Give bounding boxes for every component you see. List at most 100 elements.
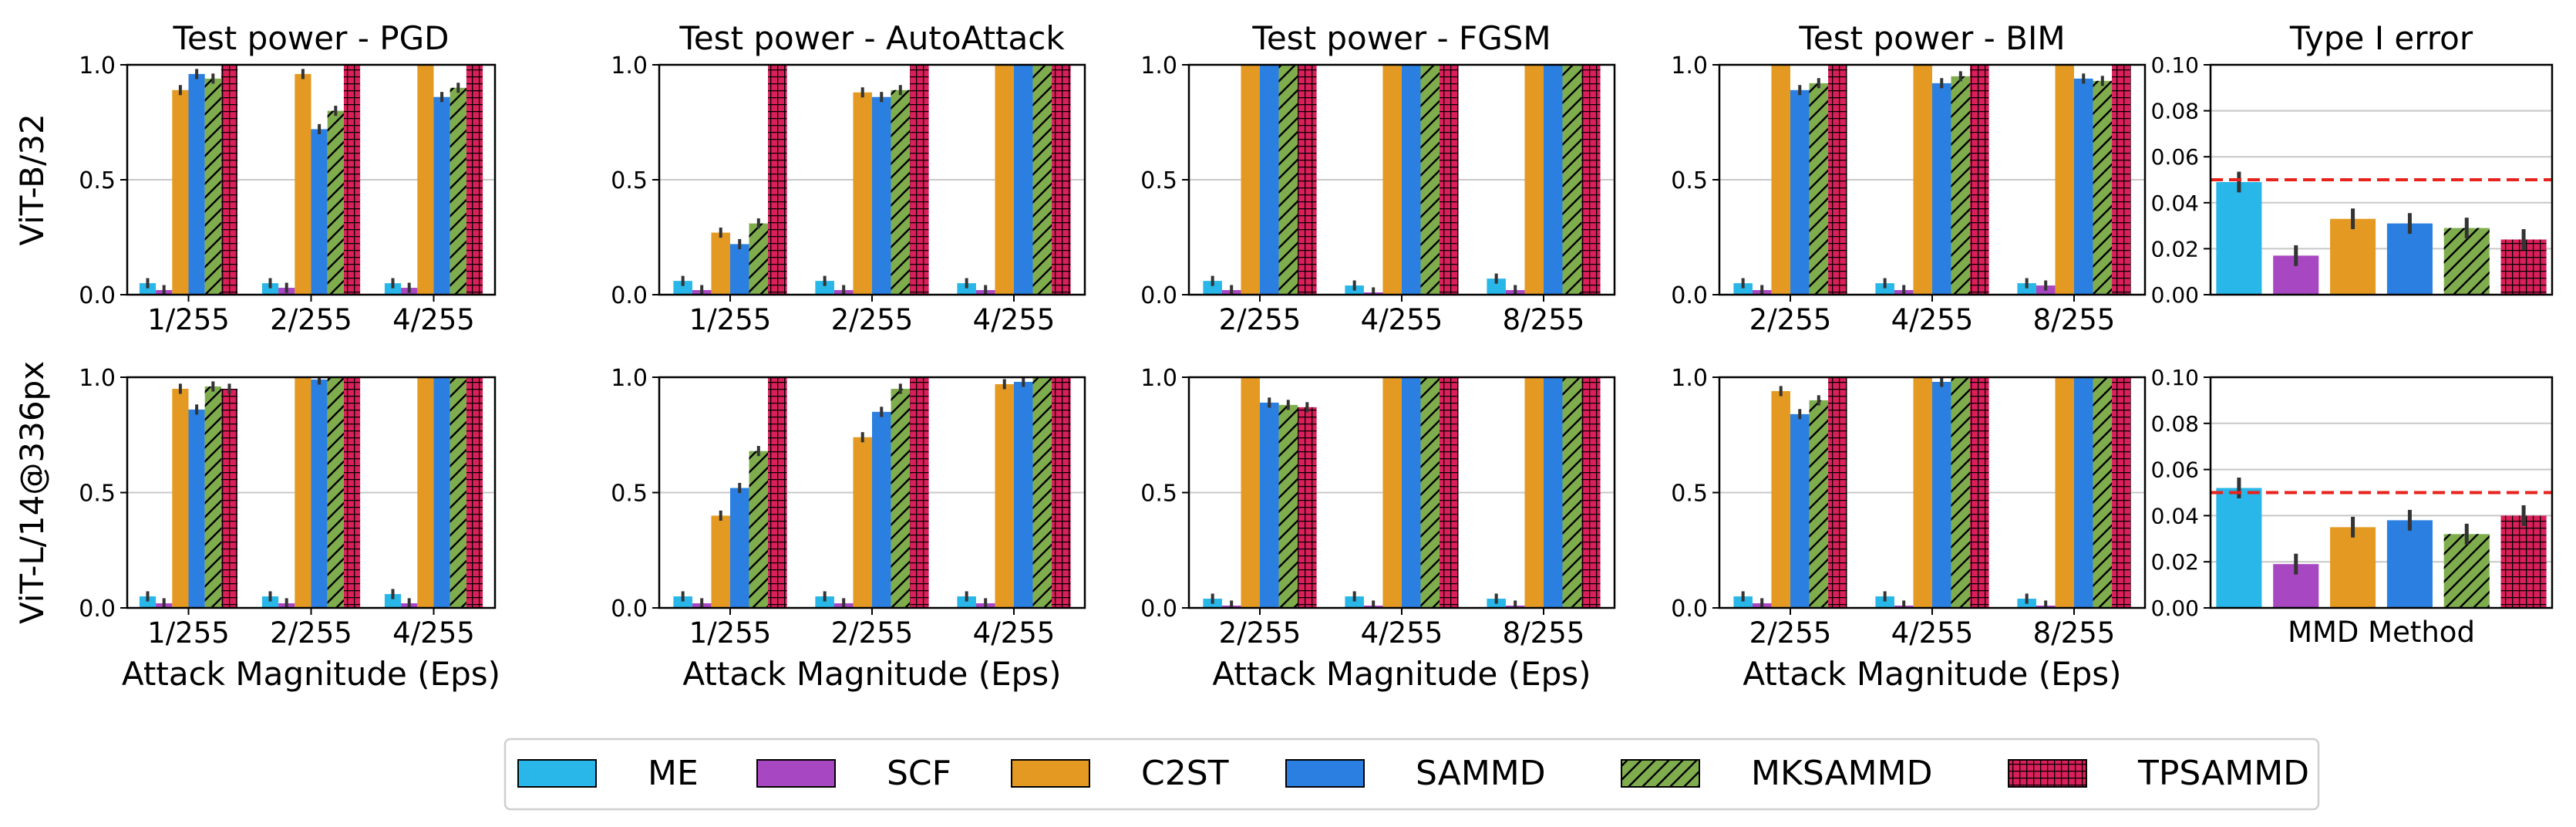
bar-c2st bbox=[711, 232, 730, 295]
bar-hatch-tpsammd bbox=[1970, 65, 1989, 295]
x-tick-label: 4/255 bbox=[1361, 616, 1443, 650]
bar-hatch-tpsammd bbox=[1581, 377, 1601, 608]
bar-c2st bbox=[2055, 65, 2074, 295]
x-tick-label: 8/255 bbox=[1503, 616, 1585, 650]
bar-sammd bbox=[1260, 65, 1279, 295]
y-tick-label: 0.0 bbox=[611, 282, 648, 309]
bar-sammd bbox=[1014, 381, 1033, 608]
legend-label: ME bbox=[648, 754, 699, 793]
bar-me bbox=[139, 283, 157, 295]
bar-sammd bbox=[872, 411, 891, 608]
bar-hatch-tpsammd bbox=[1052, 65, 1071, 295]
bar-me bbox=[384, 594, 402, 608]
panel-title: Test power - PGD bbox=[173, 19, 450, 57]
bar-c2st bbox=[1241, 65, 1260, 295]
bar-me bbox=[2216, 488, 2262, 608]
legend-item-mksammd: MKSAMMD bbox=[1621, 754, 1932, 793]
bar-c2st bbox=[995, 383, 1014, 608]
bar-c2st bbox=[853, 92, 872, 295]
bar-c2st bbox=[1382, 377, 1402, 608]
bar-sammd bbox=[433, 377, 450, 608]
bar-hatch-mksammd bbox=[1278, 65, 1298, 295]
bar-hatch-tpsammd bbox=[768, 377, 787, 608]
bar-sammd bbox=[188, 73, 205, 295]
y-tick-label: 0.5 bbox=[1671, 167, 1708, 194]
bar-sammd bbox=[730, 488, 749, 608]
y-tick-label: 0.04 bbox=[2151, 191, 2199, 216]
plot-frame bbox=[2209, 63, 2554, 296]
x-tick-label: 8/255 bbox=[2033, 616, 2116, 650]
x-tick-label: 2/255 bbox=[1749, 303, 1832, 336]
legend-item-tpsammd: TPSAMMD bbox=[2008, 754, 2309, 793]
x-tick-label: 2/255 bbox=[831, 616, 914, 650]
y-tick-label: 0.0 bbox=[79, 282, 116, 309]
y-tick-label: 0.04 bbox=[2151, 503, 2199, 528]
y-tick-label: 0.10 bbox=[2151, 52, 2199, 78]
panel-2-5: 0.00 0.02 0.04 0.06 0.08 0.10 MMD Method bbox=[2151, 365, 2554, 649]
y-tick-label: 1.0 bbox=[611, 52, 648, 79]
bar-c2st bbox=[1913, 377, 1932, 608]
panel-title: Test power - BIM bbox=[1798, 19, 2065, 57]
bar-hatch-mksammd bbox=[1562, 377, 1582, 608]
legend-label: SCF bbox=[887, 754, 951, 793]
x-tick-label: 4/255 bbox=[1361, 303, 1443, 336]
bar-c2st bbox=[417, 377, 434, 608]
panel-2-1: 0.0 0.5 1.0 1/255 2/255 4/255 Attack Magnitude… bbox=[79, 365, 500, 693]
y-tick-label: 0.08 bbox=[2151, 411, 2199, 437]
x-tick-label: 1/255 bbox=[689, 303, 772, 336]
bar-hatch-tpsammd bbox=[343, 377, 361, 608]
bar-hatch-mksammd bbox=[2093, 377, 2113, 608]
bar-hatch-tpsammd bbox=[910, 377, 929, 608]
bar-me bbox=[1345, 596, 1364, 608]
bar-hatch-mksammd bbox=[1032, 377, 1052, 608]
bar-sammd bbox=[188, 409, 205, 608]
legend-item-me: ME bbox=[517, 754, 699, 793]
plot-frame bbox=[1187, 376, 1616, 609]
bar-sammd bbox=[2386, 520, 2433, 608]
bar-hatch-tpsammd bbox=[2112, 65, 2131, 295]
bar-c2st bbox=[295, 73, 311, 295]
bar-c2st bbox=[2330, 218, 2376, 295]
x-tick-label: 1/255 bbox=[147, 303, 230, 336]
panel-1-1: 0.0 0.5 1.0 1/255 2/255 4/255 Test power - PGD bbox=[79, 19, 497, 336]
bar-hatch-tpsammd bbox=[1440, 377, 1459, 608]
bar-sammd bbox=[1260, 402, 1279, 608]
bar-hatch-tpsammd bbox=[1970, 377, 1989, 608]
x-tick-label: 2/255 bbox=[270, 303, 352, 336]
y-tick-label: 1.0 bbox=[1671, 365, 1708, 392]
x-tick-label: 1/255 bbox=[147, 616, 230, 650]
bar-hatch-mksammd bbox=[749, 451, 769, 608]
bar-sammd bbox=[1402, 65, 1421, 295]
bar-me bbox=[673, 596, 692, 608]
row-label: ViT-B/32 bbox=[13, 113, 51, 245]
y-tick-label: 1.0 bbox=[611, 365, 648, 392]
bar-c2st bbox=[295, 377, 311, 608]
y-tick-label: 0.5 bbox=[79, 167, 116, 194]
y-tick-label: 0.5 bbox=[1671, 481, 1708, 508]
x-tick-label: 8/255 bbox=[1503, 303, 1585, 336]
x-axis-label: Attack Magnitude (Eps) bbox=[682, 655, 1061, 693]
y-tick-label: 0.0 bbox=[1671, 596, 1708, 623]
bar-sammd bbox=[872, 96, 891, 295]
x-axis-label: MMD Method bbox=[2288, 616, 2475, 649]
x-tick-label: 2/255 bbox=[1219, 303, 1301, 336]
bar-me bbox=[139, 596, 157, 608]
y-tick-label: 0.5 bbox=[1140, 167, 1177, 194]
bar-me bbox=[2216, 181, 2262, 295]
x-axis-label: Attack Magnitude (Eps) bbox=[1212, 655, 1591, 693]
bar-c2st bbox=[1771, 65, 1790, 295]
bar-hatch-mksammd bbox=[1809, 400, 1829, 608]
y-tick-label: 0.5 bbox=[611, 481, 648, 508]
plot-frame bbox=[658, 63, 1086, 296]
bar-me bbox=[673, 281, 692, 295]
bar-hatch-mksammd bbox=[450, 377, 466, 608]
bar-hatch-tpsammd bbox=[1440, 65, 1459, 295]
bar-me bbox=[815, 596, 834, 608]
y-tick-label: 0.02 bbox=[2151, 549, 2199, 575]
y-tick-label: 0.5 bbox=[1140, 481, 1177, 508]
panel-title: Test power - FGSM bbox=[1251, 19, 1551, 57]
bar-sammd bbox=[1790, 414, 1810, 608]
bar-hatch-mksammd bbox=[1032, 65, 1052, 295]
bar-hatch-mksammd bbox=[450, 87, 466, 295]
bar-hatch-mksammd bbox=[1420, 377, 1440, 608]
